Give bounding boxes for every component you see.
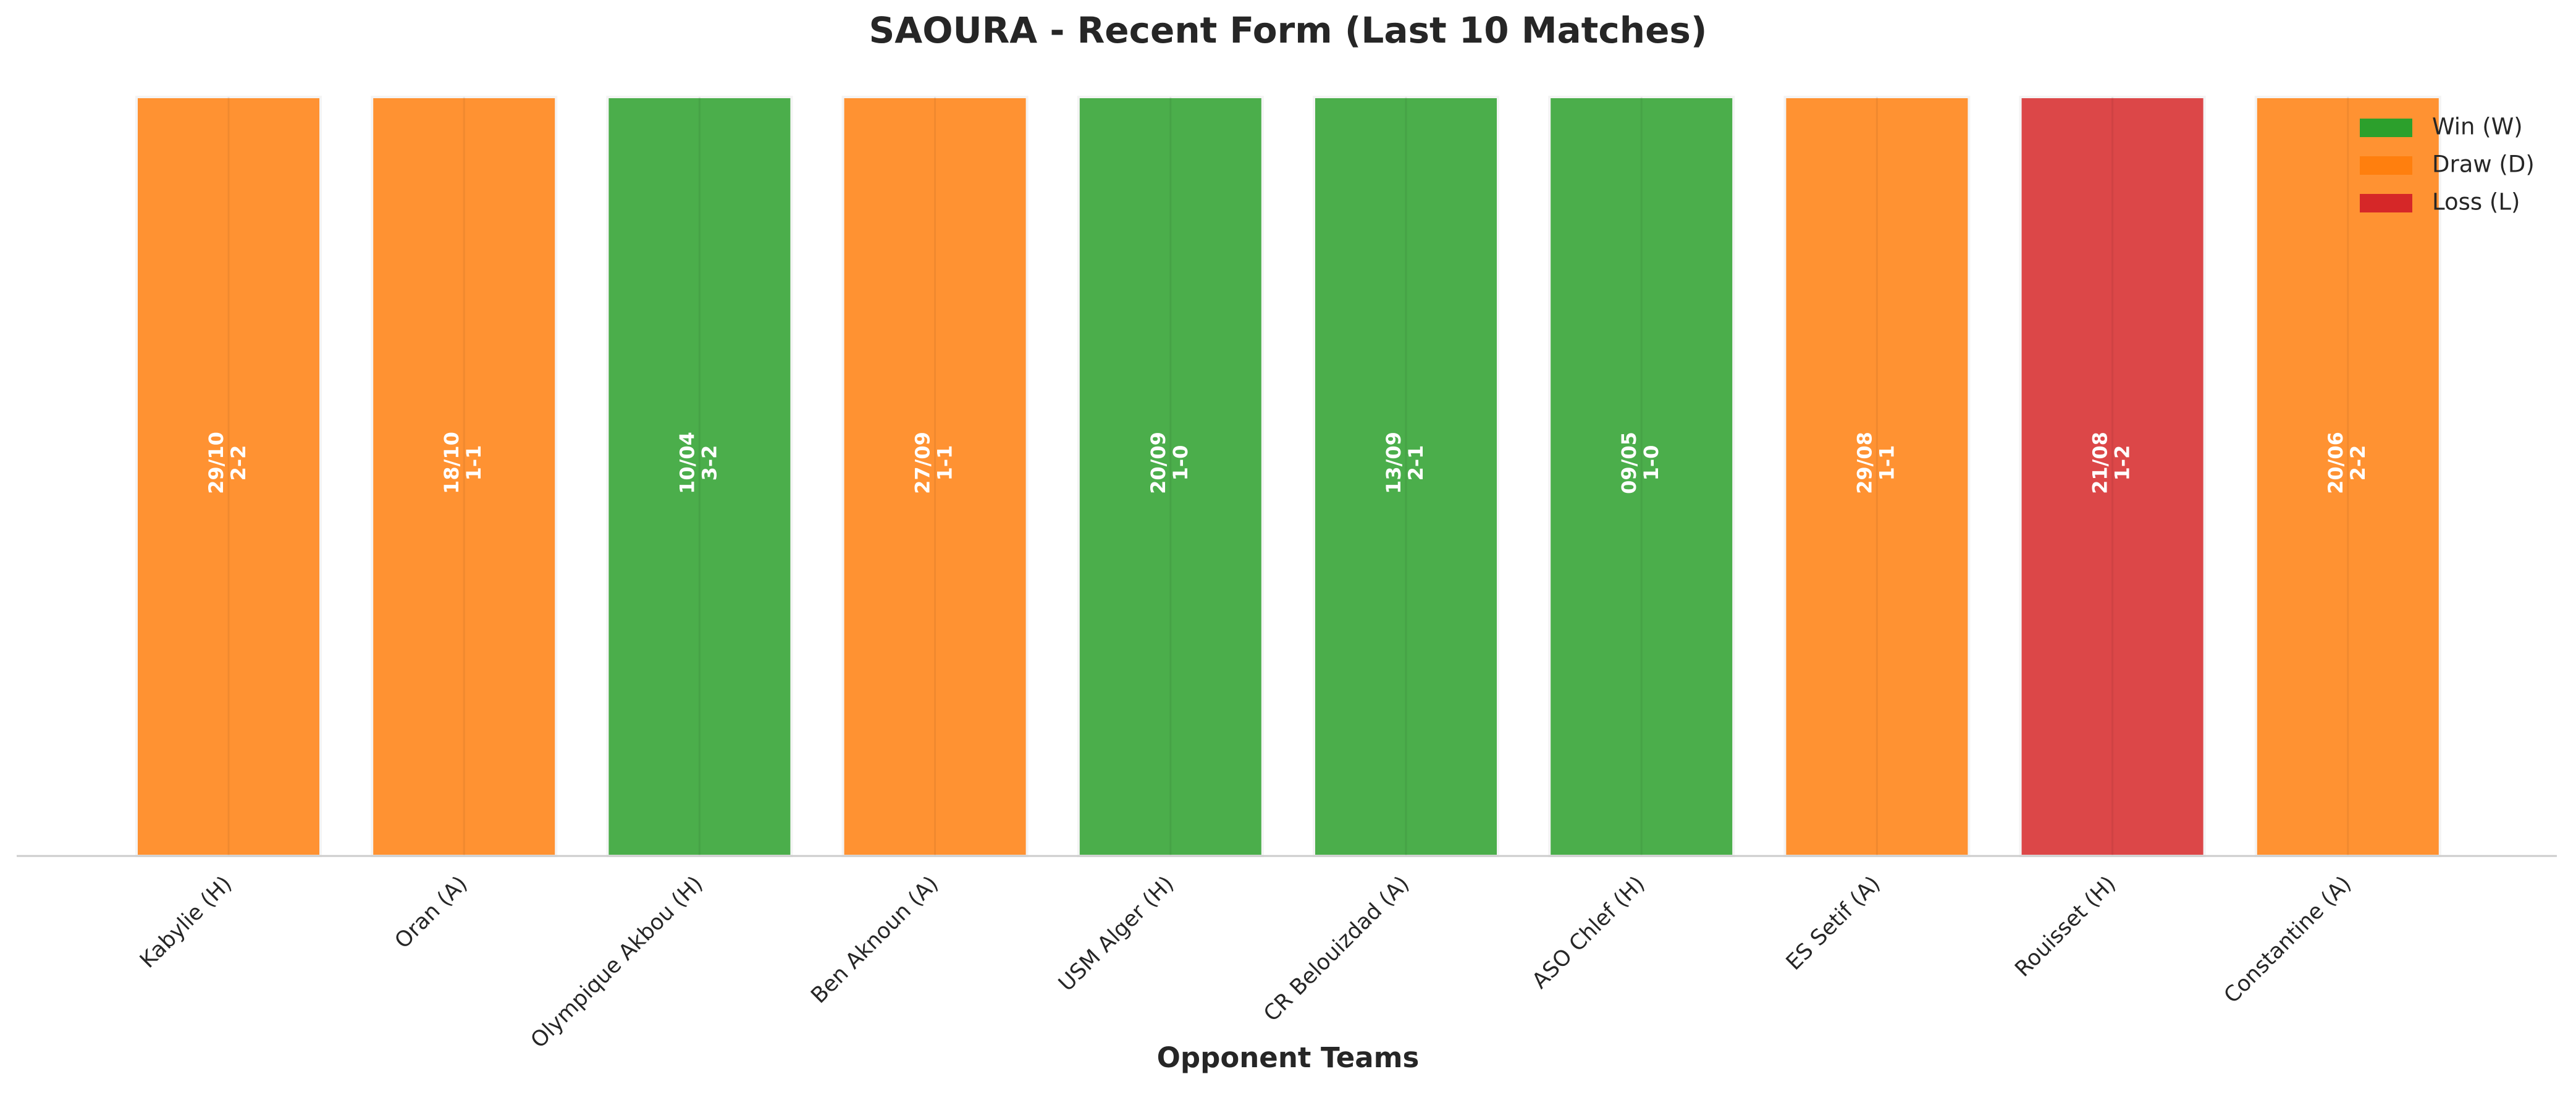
match-date: 10/04 (675, 432, 699, 494)
match-date: 27/09 (911, 432, 935, 494)
match-score: 1-0 (1169, 445, 1192, 481)
legend-label: Win (W) (2432, 114, 2523, 140)
legend-swatch (2360, 156, 2412, 175)
match-score: 1-2 (2111, 445, 2134, 481)
bar (2254, 96, 2441, 857)
bar (135, 96, 322, 857)
match-score: 2-2 (227, 445, 250, 481)
legend-swatch (2360, 194, 2412, 212)
bar-label: 27/091-1 (911, 432, 957, 494)
bar-label: 20/062-2 (2324, 432, 2370, 494)
x-tick-label: ES Setif (A) (1782, 871, 1885, 975)
bar-label: 21/081-2 (2089, 432, 2134, 494)
bar-label: 29/102-2 (204, 432, 250, 494)
x-axis-label: Opponent Teams (1157, 1041, 1420, 1074)
bar-label: 18/101-1 (440, 432, 486, 494)
match-date: 29/08 (1853, 432, 1876, 494)
match-score: 3-2 (697, 445, 721, 481)
x-tick-label: Constantine (A) (2220, 871, 2356, 1008)
match-score: 1-1 (1875, 445, 1898, 481)
x-tick-label: Rouisset (H) (2010, 871, 2121, 982)
chart-title: SAOURA - Recent Form (Last 10 Matches) (869, 9, 1707, 51)
match-score: 1-1 (462, 445, 486, 481)
x-tick-label: Kabylie (H) (135, 871, 237, 973)
x-tick-label: ASO Chlef (H) (1528, 871, 1650, 994)
bar (371, 96, 558, 857)
legend-label: Loss (L) (2432, 189, 2520, 216)
x-tick-label: Oran (A) (390, 871, 473, 954)
match-date: 13/09 (1382, 432, 1405, 494)
match-score: 1-1 (933, 445, 957, 481)
bar (841, 96, 1029, 857)
match-score: 1-0 (1639, 445, 1663, 481)
bar (1548, 96, 1735, 857)
x-tick-label: Olympique Akbou (H) (526, 871, 708, 1053)
match-date: 21/08 (2089, 432, 2112, 494)
bar-label: 10/043-2 (675, 432, 721, 494)
match-date: 20/06 (2324, 432, 2347, 494)
bar (606, 96, 793, 857)
match-score: 2-1 (1404, 445, 1428, 481)
bar-label: 09/051-0 (1617, 432, 1663, 494)
bar (1077, 96, 1264, 857)
bar-label: 29/081-1 (1853, 432, 1898, 494)
legend-swatch (2360, 119, 2412, 137)
match-date: 09/05 (1617, 432, 1641, 494)
x-tick-label: CR Belouizdad (A) (1259, 871, 1414, 1026)
match-score: 2-2 (2346, 445, 2370, 481)
bar (1313, 96, 1499, 857)
match-date: 20/09 (1147, 432, 1170, 494)
x-tick-label: Ben Aknoun (A) (806, 871, 943, 1009)
match-date: 29/10 (204, 432, 228, 494)
legend-label: Draw (D) (2432, 151, 2535, 178)
match-date: 18/10 (440, 432, 463, 494)
bar-label: 20/091-0 (1147, 432, 1192, 494)
x-tick-label: USM Alger (H) (1054, 871, 1179, 996)
bar-label: 13/092-1 (1382, 432, 1428, 494)
